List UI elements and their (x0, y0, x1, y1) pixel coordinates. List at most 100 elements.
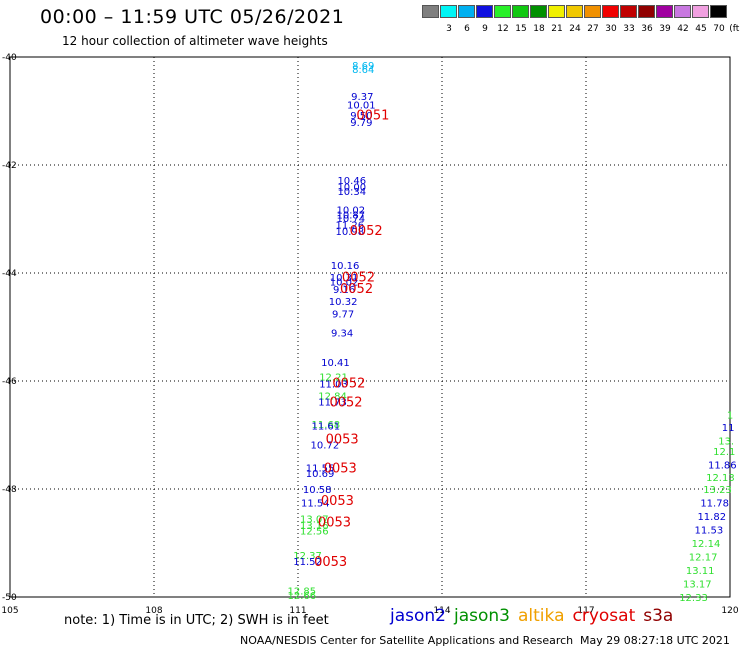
pass-time-label: 0053 (318, 515, 351, 530)
legend-jason3: jason3 (454, 606, 510, 626)
wave-height-point: 13.17 (683, 580, 712, 591)
wave-height-point: 11.78 (700, 499, 729, 510)
y-tick-label: -48 (2, 485, 17, 495)
pass-time-label: 0052 (329, 396, 362, 411)
wave-height-point: 12.66 (288, 591, 317, 602)
wave-height-point: 10.31 (330, 273, 359, 284)
colorbar-label: 6 (464, 24, 470, 34)
wave-height-point: 11.55 (306, 463, 335, 474)
colorbar-label: 21 (551, 24, 563, 34)
y-tick-label: -46 (2, 377, 17, 387)
y-tick-label: -42 (2, 161, 17, 171)
x-tick-label: 111 (289, 606, 306, 616)
wave-height-point: 13.11 (686, 566, 715, 577)
pass-time-label: 0053 (314, 555, 347, 570)
y-tick-label: -44 (2, 269, 17, 279)
colorbar-swatch (458, 5, 475, 18)
wave-height-point: 11.68 (312, 420, 341, 431)
pass-time-label: 0053 (321, 494, 354, 509)
wave-height-point: 11 (722, 423, 735, 434)
wave-height-point: 11.52 (293, 557, 322, 568)
wave-height-point: 9.79 (350, 118, 372, 129)
wave-height-point: 10.00 (337, 183, 366, 194)
wave-height-point: 10.01 (347, 101, 376, 112)
x-tick-label: 108 (145, 606, 162, 616)
colorbar-swatch (512, 5, 529, 18)
y-tick-label: -40 (2, 53, 17, 63)
pass-time-label: 0052 (332, 377, 365, 392)
wave-height-point: 12.85 (288, 587, 317, 598)
colorbar-swatch (638, 5, 655, 18)
legend-s3a: s3a (643, 606, 674, 626)
plot-frame (9, 56, 731, 598)
wave-height-point: 10.02 (330, 278, 359, 289)
wave-height-point: 9.37 (351, 92, 373, 103)
axis-ticks: 105 108 111 114 117 120-40-42-44-46-48-50 (1, 53, 738, 616)
colorbar-label: 15 (515, 24, 527, 34)
colorbar-swatch (584, 5, 601, 18)
wave-height-point: 12.13 (706, 473, 735, 484)
wave-height-point: 10.87 (336, 211, 365, 222)
colorbar-label: 33 (623, 24, 635, 34)
wave-height-point: 10.02 (336, 205, 365, 216)
pass-time-label: 0053 (326, 432, 359, 447)
wave-height-point: 10.46 (337, 176, 366, 187)
wave-height-point: 9.50 (350, 111, 372, 122)
wave-height-point: 12.14 (692, 539, 721, 550)
footer-credit: NOAA/NESDIS Center for Satellite Applica… (240, 634, 574, 647)
colorbar-swatch (674, 5, 691, 18)
pass-time-label: 0052 (342, 270, 375, 285)
wave-height-point: 10.58 (303, 485, 332, 496)
colorbar-label: 3 (446, 24, 452, 34)
colorbar-label: 45 (695, 24, 707, 34)
y-tick-label: -50 (2, 593, 17, 603)
wave-height-point: 8.69 (352, 61, 374, 72)
wave-height-point: 10.72 (311, 441, 340, 452)
colorbar-label: 42 (677, 24, 689, 34)
colorbar-label: 27 (587, 24, 599, 34)
legend-cryosat: cryosat (572, 606, 636, 626)
wave-height-point: 12.84 (318, 392, 347, 403)
wave-height-point: 11.61 (312, 421, 341, 432)
wave-height-point: 10.34 (337, 187, 366, 198)
wave-height-point: 10.16 (331, 261, 360, 272)
colorbar-swatch (422, 5, 439, 18)
colorbar-swatch (602, 5, 619, 18)
wave-height-point: 12.21 (319, 373, 348, 384)
wave-height-point: 11.54 (301, 499, 330, 510)
wave-height-point: 10.74 (336, 214, 365, 225)
wave-height-point: 12.37 (293, 551, 322, 562)
footer-timestamp: May 29 08:27:18 UTC 2021 (580, 634, 730, 647)
wave-height-point: 13. (718, 436, 734, 447)
satellite-legend: jason2 jason3 altika cryosat s3a (390, 606, 681, 626)
chart-title: 00:00 – 11:59 UTC 05/26/2021 (40, 6, 345, 28)
colorbar-swatch (530, 5, 547, 18)
x-tick-label: 117 (577, 606, 594, 616)
wave-height-point: 11.73 (318, 398, 347, 409)
wave-height-point: 13.23 (703, 485, 732, 496)
pass-time-label: 0052 (350, 224, 383, 239)
pass-time-label: 0053 (324, 461, 357, 476)
x-tick-label: 120 (721, 606, 738, 616)
wave-height-point: 10.98 (336, 227, 365, 238)
wave-height-point: 13.16 (300, 521, 329, 532)
wave-height-point: 12.1 (713, 447, 735, 458)
colorbar-swatch (710, 5, 727, 18)
wave-height-point: 12.56 (300, 527, 329, 538)
colorbar-swatch (656, 5, 673, 18)
wave-height-point: 13.07 (300, 515, 329, 526)
wave-height-point: 12.17 (689, 553, 718, 564)
wave-height-point: 1 (727, 410, 733, 421)
colorbar-swatch (566, 5, 583, 18)
colorbar-swatch (476, 5, 493, 18)
wave-height-point: 11.86 (708, 461, 737, 472)
wave-height-point: 10.41 (321, 358, 350, 369)
colorbar-swatch (440, 5, 457, 18)
wave-height-point: 9.77 (332, 310, 354, 321)
wave-height-point: 10.69 (306, 469, 335, 480)
x-tick-label: 105 (1, 606, 18, 616)
footer-note: note: 1) Time is in UTC; 2) SWH is in fe… (64, 613, 329, 628)
wave-height-point: 9.16 (333, 285, 355, 296)
